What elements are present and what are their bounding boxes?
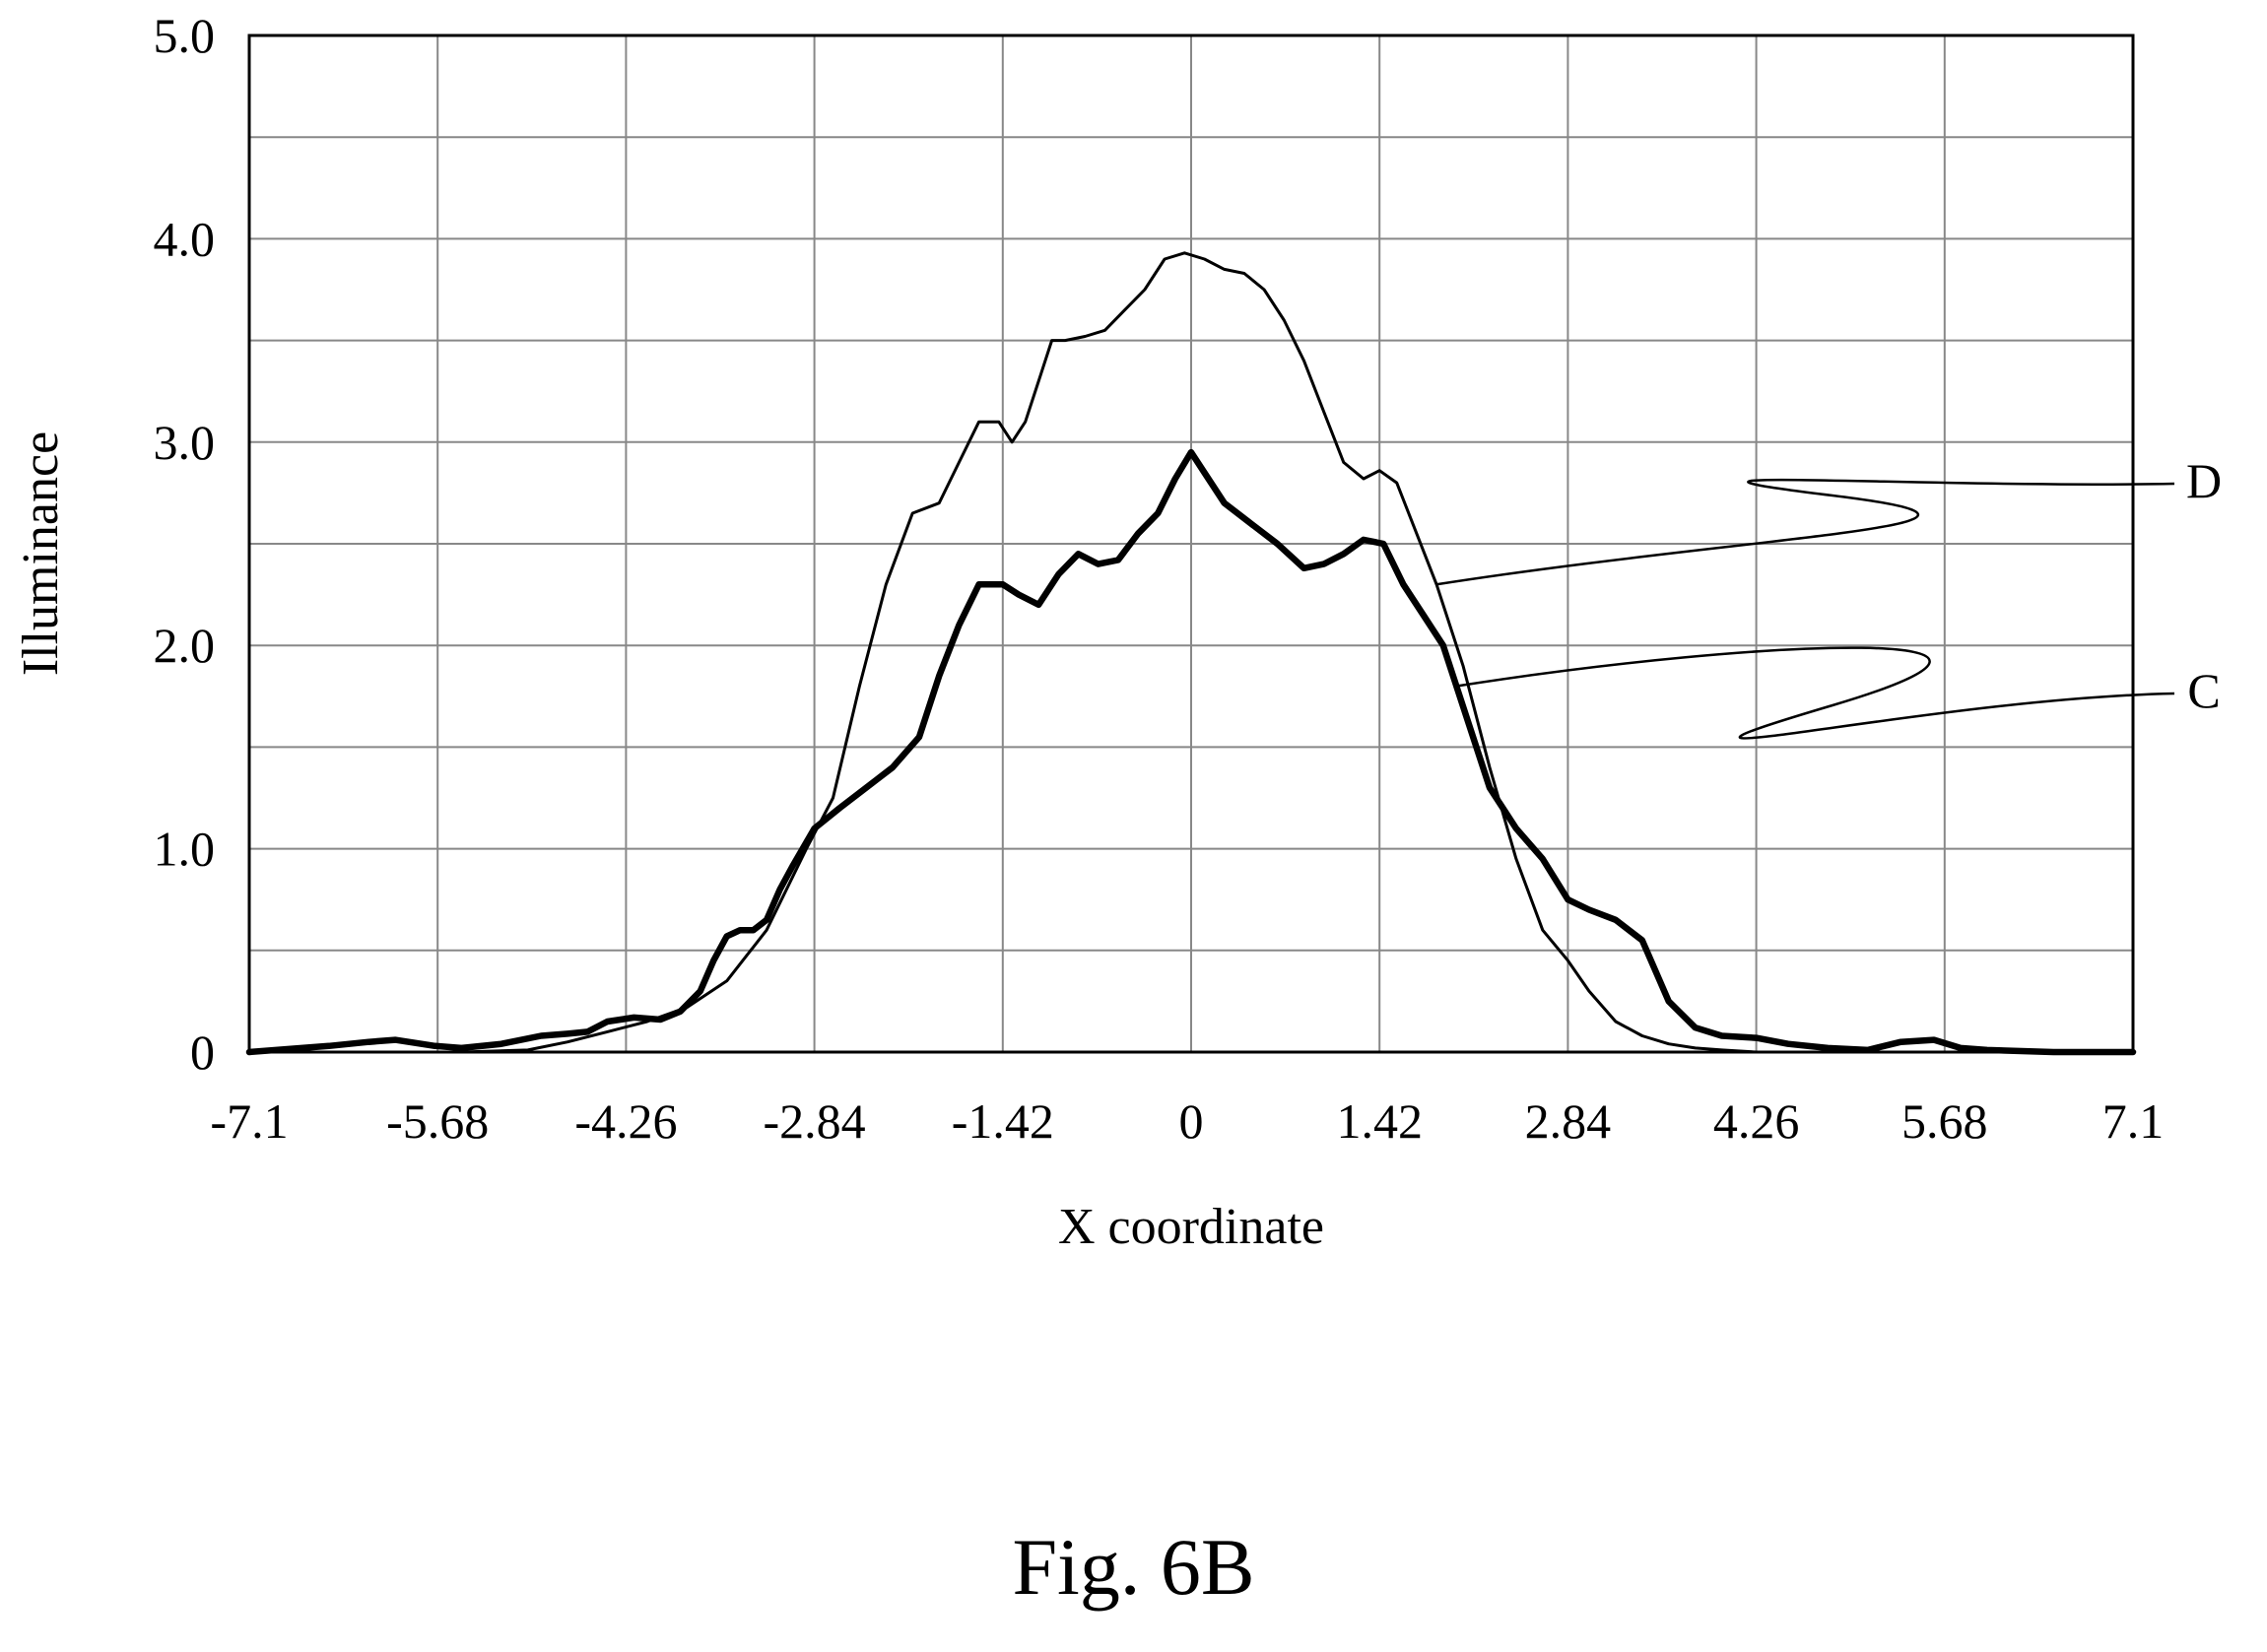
grid xyxy=(249,35,2133,1052)
leader-line-c xyxy=(1456,646,2175,740)
x-tick-label: -2.84 xyxy=(764,1093,866,1149)
x-tick-label: 1.42 xyxy=(1336,1093,1423,1149)
y-tick-label: 0 xyxy=(190,1024,215,1080)
y-tick-label: 2.0 xyxy=(154,618,216,673)
x-tick-label: 0 xyxy=(1179,1093,1204,1149)
series-line-d xyxy=(247,251,2135,1054)
y-tick-label: 1.0 xyxy=(154,822,216,877)
y-tick-label: 3.0 xyxy=(154,415,216,470)
y-tick-label: 4.0 xyxy=(154,211,216,266)
x-tick-label: -4.26 xyxy=(574,1093,677,1149)
plot-frame xyxy=(247,33,2135,1054)
series-group xyxy=(245,251,2137,1056)
x-axis-label: X coordinate xyxy=(1058,1199,1324,1255)
x-tick-label: -1.42 xyxy=(952,1093,1054,1149)
x-tick-label: 4.26 xyxy=(1713,1093,1800,1149)
x-tick-label: 7.1 xyxy=(2102,1093,2165,1149)
leader-line-d xyxy=(1435,478,2175,586)
y-tick-label: 5.0 xyxy=(154,8,216,63)
x-tick-label: -5.68 xyxy=(386,1093,489,1149)
axes xyxy=(247,33,2135,1054)
figure-caption: Fig. 6B xyxy=(1012,1522,1255,1612)
x-tick-label: -7.1 xyxy=(210,1093,288,1149)
x-tick-label: 2.84 xyxy=(1525,1093,1612,1149)
series-line-c xyxy=(245,448,2137,1056)
x-tick-label: 5.68 xyxy=(1901,1093,1988,1149)
y-axis-label: Illuminance xyxy=(13,431,69,676)
series-label-d: D xyxy=(2186,453,2222,508)
labels: -7.1 -5.68 -4.26 -2.84 -1.42 0 1.42 2.84 4.26 5.6… xyxy=(13,8,2222,1255)
series-label-c: C xyxy=(2187,663,2220,718)
